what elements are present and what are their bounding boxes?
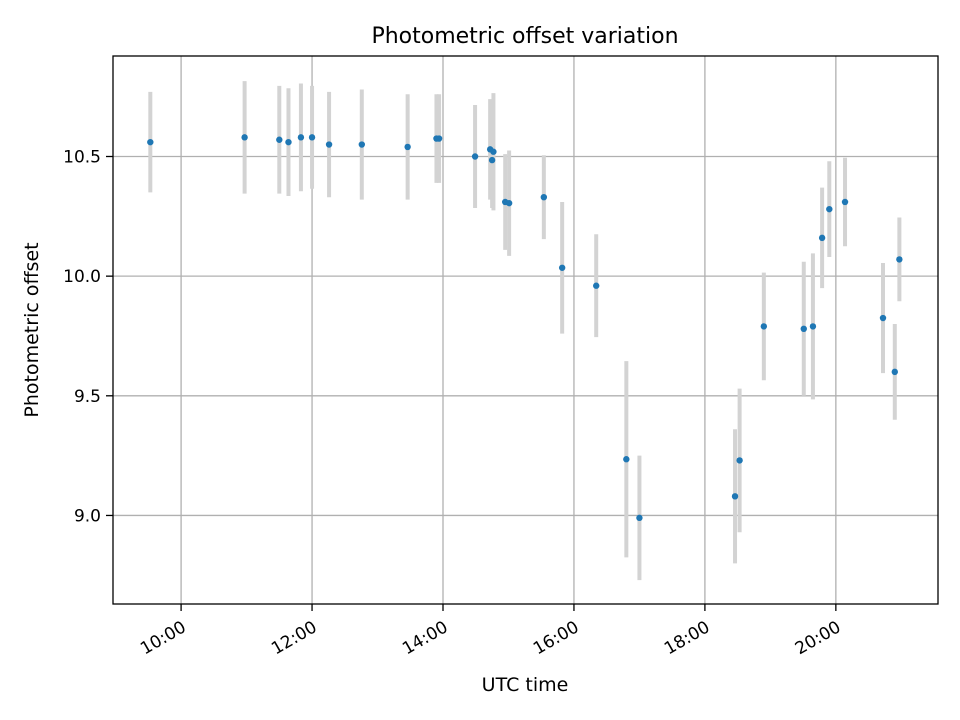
data-point [471, 153, 479, 160]
data-point [731, 493, 739, 500]
y-tick-label: 10.5 [63, 148, 101, 168]
data-point [147, 138, 154, 146]
data-point [404, 143, 411, 151]
data-point [276, 136, 283, 143]
data-point [800, 325, 807, 333]
data-point [879, 314, 887, 322]
data-point [636, 514, 643, 522]
data-point [435, 135, 443, 142]
x-axis-label: UTC time [482, 674, 569, 696]
data-point [540, 193, 548, 201]
data-point [736, 457, 743, 464]
data-point [760, 323, 768, 330]
data-point [505, 199, 513, 207]
data-point [325, 141, 333, 148]
data-point [308, 134, 316, 141]
data-point [358, 141, 366, 148]
plot-frame [112, 55, 939, 605]
data-point [285, 138, 292, 146]
data-point [558, 264, 566, 271]
y-tick-label: 9.5 [74, 387, 101, 407]
data-point [896, 256, 903, 263]
data-point [809, 323, 817, 330]
data-point [826, 205, 833, 213]
y-tick-label: 9.0 [74, 506, 101, 526]
point-layer [147, 134, 903, 522]
y-axis-label: Photometric offset [21, 242, 43, 417]
data-point [488, 156, 496, 164]
data-point [490, 148, 497, 155]
data-point [593, 282, 600, 289]
data-point [891, 368, 898, 376]
data-point [623, 456, 630, 463]
data-point [241, 134, 248, 141]
data-point [841, 198, 849, 206]
y-tick-label: 10.0 [63, 267, 101, 287]
chart-title: Photometric offset variation [371, 24, 678, 49]
data-point [818, 234, 826, 242]
data-point [297, 134, 305, 141]
